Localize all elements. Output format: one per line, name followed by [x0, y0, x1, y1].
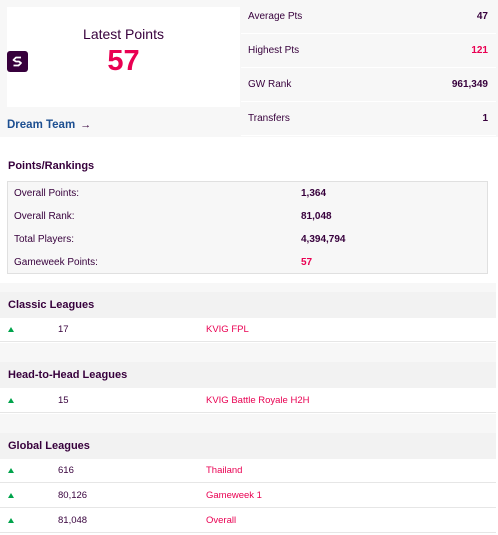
latest-points-card: Latest Points 57	[7, 7, 240, 107]
arrow-right-icon: →	[80, 119, 92, 131]
stat-value: 47	[476, 11, 488, 22]
league-name-link[interactable]: Thailand	[206, 465, 243, 476]
league-name-link[interactable]: KVIG FPL	[206, 324, 249, 335]
rank-up-icon	[8, 327, 14, 332]
row-value: 81,048	[301, 211, 332, 222]
movement-cell	[0, 327, 58, 332]
list-item[interactable]: 17 KVIG FPL	[0, 318, 496, 342]
table-row: Gameweek Points: 57	[8, 251, 487, 274]
movement-cell	[0, 468, 58, 473]
league-rank: 17	[58, 324, 69, 335]
row-value: 1,364	[301, 188, 327, 199]
league-name-link[interactable]: KVIG Battle Royale H2H	[206, 395, 310, 406]
rank-up-icon	[8, 468, 14, 473]
points-summary: Latest Points 57 Dream Team → Average Pt…	[0, 0, 498, 137]
premier-league-logo-icon	[7, 51, 28, 72]
stat-label: Average Pts	[248, 11, 303, 22]
movement-cell	[0, 398, 58, 403]
row-label: Overall Points:	[14, 188, 80, 199]
league-rank: 616	[58, 465, 74, 476]
gameweek-stats: Average Pts 47 Highest Pts 121 GW Rank 9…	[241, 0, 496, 136]
stat-highest-pts[interactable]: Highest Pts 121	[241, 34, 496, 68]
movement-cell	[0, 493, 58, 498]
row-label: Gameweek Points:	[14, 257, 98, 268]
latest-points-value: 57	[107, 45, 140, 77]
stat-value: 961,349	[451, 79, 488, 90]
row-label: Overall Rank:	[14, 211, 75, 222]
points-rankings-title: Points/Rankings	[8, 160, 95, 172]
stat-value[interactable]: 121	[471, 45, 488, 56]
section-spacer	[0, 343, 496, 365]
latest-points-title: Latest Points	[83, 26, 164, 42]
rank-up-icon	[8, 398, 14, 403]
row-value: 57	[301, 257, 313, 268]
classic-leagues-header: Classic Leagues	[0, 292, 496, 318]
stat-label: Highest Pts	[248, 45, 300, 56]
global-leagues-header: Global Leagues	[0, 433, 496, 459]
list-item[interactable]: 616 Thailand	[0, 459, 496, 483]
table-row: Total Players: 4,394,794	[8, 228, 487, 251]
stat-label: GW Rank	[248, 79, 292, 90]
league-name-link[interactable]: Overall	[206, 515, 237, 526]
list-item[interactable]: 15 KVIG Battle Royale H2H	[0, 389, 496, 413]
dream-team-link[interactable]: Dream Team →	[7, 119, 91, 131]
row-value: 4,394,794	[301, 234, 346, 245]
row-label: Total Players:	[14, 234, 75, 245]
stat-average-pts: Average Pts 47	[241, 0, 496, 34]
rank-up-icon	[8, 518, 14, 523]
points-rankings-table: Overall Points: 1,364 Overall Rank: 81,0…	[7, 181, 488, 274]
league-rank: 81,048	[58, 515, 88, 526]
section-spacer	[0, 414, 496, 436]
league-name-link[interactable]: Gameweek 1	[206, 490, 262, 501]
dream-team-label: Dream Team	[7, 119, 76, 131]
league-rank: 80,126	[58, 490, 88, 501]
list-item[interactable]: 80,126 Gameweek 1	[0, 484, 496, 508]
rank-up-icon	[8, 493, 14, 498]
table-row: Overall Points: 1,364	[8, 182, 487, 205]
movement-cell	[0, 518, 58, 523]
stat-value: 1	[482, 113, 488, 124]
stat-gw-rank: GW Rank 961,349	[241, 68, 496, 102]
h2h-leagues-header: Head-to-Head Leagues	[0, 362, 496, 388]
league-rank: 15	[58, 395, 69, 406]
table-row: Overall Rank: 81,048	[8, 205, 487, 228]
list-item[interactable]: 81,048 Overall	[0, 509, 496, 533]
stat-transfers: Transfers 1	[241, 102, 496, 136]
stat-label: Transfers	[248, 113, 290, 124]
